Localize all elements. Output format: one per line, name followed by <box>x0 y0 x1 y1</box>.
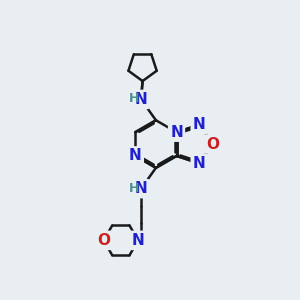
Text: H: H <box>129 182 140 194</box>
Text: N: N <box>135 181 148 196</box>
Text: N: N <box>193 117 206 132</box>
Text: O: O <box>207 136 220 152</box>
Text: O: O <box>97 233 110 248</box>
Text: N: N <box>170 125 183 140</box>
Text: N: N <box>193 156 206 171</box>
Text: N: N <box>132 233 145 248</box>
Text: N: N <box>129 148 142 164</box>
Text: H: H <box>129 92 140 105</box>
Text: N: N <box>135 92 148 107</box>
